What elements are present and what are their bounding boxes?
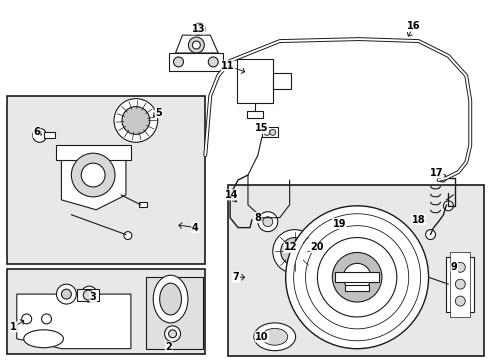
Text: 15: 15 [255,123,268,134]
Circle shape [71,153,115,197]
Text: 17: 17 [429,168,442,178]
Circle shape [438,174,446,182]
Circle shape [21,314,32,324]
Bar [446,257,473,312]
Ellipse shape [262,328,287,345]
Circle shape [33,129,46,142]
Bar [7,269,205,354]
Text: 14: 14 [225,190,238,200]
Bar [43,132,55,138]
Circle shape [272,230,316,273]
Bar [228,185,483,356]
Ellipse shape [160,283,181,315]
Polygon shape [175,35,218,53]
Bar [246,111,263,118]
Circle shape [280,238,308,265]
Text: 7: 7 [232,272,239,282]
Text: 10: 10 [255,332,268,342]
Bar [56,145,131,160]
Circle shape [337,224,345,231]
Bar [272,73,290,89]
Circle shape [41,314,51,324]
Circle shape [193,23,205,35]
Bar [237,59,272,103]
Circle shape [208,57,218,67]
Bar [331,222,350,234]
Bar [345,285,368,291]
Text: 12: 12 [284,243,297,252]
Bar [335,272,378,282]
Bar [145,277,203,349]
Circle shape [332,252,381,302]
Circle shape [343,264,370,291]
Text: 9: 9 [450,262,457,272]
Bar [262,127,277,137]
Text: 11: 11 [221,61,234,71]
Circle shape [164,326,180,342]
Bar [77,289,99,301]
Circle shape [81,163,105,187]
Circle shape [257,212,277,231]
Polygon shape [61,148,126,210]
Bar [139,202,146,207]
Bar [168,53,223,71]
Polygon shape [17,294,131,349]
Ellipse shape [153,275,187,323]
Circle shape [192,41,200,49]
Circle shape [264,129,269,135]
Circle shape [61,289,71,299]
Text: 18: 18 [411,215,425,225]
Circle shape [285,206,427,349]
Circle shape [454,262,464,272]
Circle shape [114,99,157,142]
Circle shape [168,330,176,338]
Text: 6: 6 [33,127,40,138]
Text: 4: 4 [192,222,198,233]
Circle shape [425,230,435,239]
Text: 1: 1 [10,322,17,332]
Text: 19: 19 [332,219,346,229]
Ellipse shape [24,330,63,348]
Circle shape [263,217,272,227]
Text: 8: 8 [254,213,261,223]
Circle shape [443,201,452,211]
Circle shape [454,296,464,306]
Circle shape [122,107,149,134]
Text: 5: 5 [155,108,162,117]
Text: 16: 16 [406,21,420,31]
Circle shape [81,286,97,302]
Circle shape [317,247,325,255]
Circle shape [83,290,93,300]
Text: 20: 20 [310,243,324,252]
Circle shape [188,37,204,53]
Circle shape [123,231,132,239]
Bar [7,96,205,264]
Circle shape [173,57,183,67]
Text: 13: 13 [191,24,204,34]
Text: 3: 3 [90,292,96,302]
Circle shape [56,284,76,304]
Ellipse shape [253,323,295,351]
Circle shape [313,243,328,260]
Circle shape [454,279,464,289]
Circle shape [85,290,93,298]
Circle shape [269,129,275,135]
Bar [449,252,469,317]
Text: 2: 2 [165,342,172,352]
